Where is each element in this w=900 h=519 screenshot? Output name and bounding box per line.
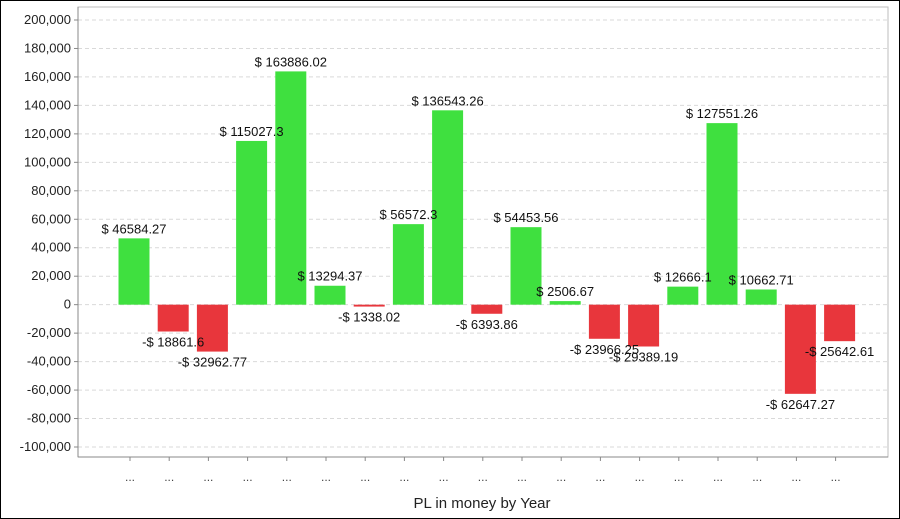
y-axis: 200,000 180,000 160,000 140,000 120,000 100,0…	[20, 7, 79, 457]
gridlines	[77, 6, 889, 458]
x-axis: ........................................…	[78, 456, 888, 484]
x-tick-label: ...	[439, 470, 449, 484]
bar[interactable]	[628, 304, 660, 347]
x-tick-label: ...	[674, 470, 684, 484]
x-tick-label: ...	[203, 470, 213, 484]
data-label: -$ 25642.61	[805, 344, 874, 359]
data-label: -$ 18861.6	[142, 335, 204, 350]
x-tick-label: ...	[360, 470, 370, 484]
bar[interactable]	[510, 227, 542, 305]
x-tick-label: ...	[399, 470, 409, 484]
x-tick-label: ...	[282, 470, 292, 484]
bar[interactable]	[706, 123, 738, 305]
data-labels: $ 46584.27 -$ 18861.6 -$ 32962.77 $ 115027.…	[101, 54, 874, 411]
bars	[118, 71, 856, 394]
y-tick-label: 160,000	[24, 69, 71, 84]
data-label: $ 10662.71	[729, 272, 794, 287]
data-label: -$ 23966.25	[570, 342, 639, 357]
bar[interactable]	[745, 289, 777, 305]
bar[interactable]	[196, 304, 228, 352]
bar[interactable]	[392, 224, 424, 305]
bar[interactable]	[824, 304, 856, 342]
y-tick-label: 180,000	[24, 40, 71, 55]
y-tick-label: -40,000	[27, 354, 71, 369]
bar[interactable]	[588, 304, 620, 339]
y-tick-label: 40,000	[31, 240, 71, 255]
data-label: $ 46584.27	[101, 221, 166, 236]
data-label: -$ 32962.77	[178, 355, 247, 370]
x-tick-label: ...	[635, 470, 645, 484]
y-tick-label: 200,000	[24, 12, 71, 27]
data-label: -$ 29389.19	[609, 349, 678, 364]
y-tick-label: -100,000	[20, 439, 71, 454]
bar[interactable]	[314, 285, 346, 305]
x-tick-label: ...	[752, 470, 762, 484]
bar[interactable]	[784, 304, 816, 394]
y-tick-label: 20,000	[31, 268, 71, 283]
y-tick-label: 0	[64, 297, 71, 312]
bar[interactable]	[471, 304, 503, 314]
data-label: $ 12666.1	[654, 270, 712, 285]
data-label: $ 2506.67	[536, 284, 594, 299]
y-tick-label: -80,000	[27, 411, 71, 426]
x-tick-label: ...	[517, 470, 527, 484]
bar[interactable]	[157, 304, 189, 332]
x-tick-label: ...	[243, 470, 253, 484]
data-label: -$ 6393.86	[456, 317, 518, 332]
data-label: $ 54453.56	[493, 210, 558, 225]
data-label: $ 13294.37	[297, 269, 362, 284]
data-label: -$ 1338.02	[338, 310, 400, 325]
x-tick-label: ...	[321, 470, 331, 484]
data-label: -$ 62647.27	[766, 397, 835, 412]
bar[interactable]	[667, 286, 699, 305]
bar[interactable]	[353, 304, 385, 307]
bar[interactable]	[432, 110, 464, 305]
y-tick-label: -20,000	[27, 325, 71, 340]
data-label: $ 163886.02	[255, 54, 327, 69]
bar[interactable]	[549, 301, 581, 305]
y-tick-label: 120,000	[24, 126, 71, 141]
data-label: $ 136543.26	[411, 93, 483, 108]
data-label: $ 127551.26	[686, 106, 758, 121]
y-tick-label: 80,000	[31, 183, 71, 198]
y-tick-label: 140,000	[24, 97, 71, 112]
x-tick-label: ...	[831, 470, 841, 484]
plot-area	[77, 6, 889, 458]
bar[interactable]	[236, 140, 268, 305]
y-tick-label: 100,000	[24, 154, 71, 169]
x-tick-label: ...	[478, 470, 488, 484]
x-tick-label: ...	[164, 470, 174, 484]
y-tick-label: -60,000	[27, 382, 71, 397]
x-tick-label: ...	[595, 470, 605, 484]
x-tick-label: ...	[713, 470, 723, 484]
bar[interactable]	[275, 71, 307, 305]
x-tick-label: ...	[791, 470, 801, 484]
x-tick-label: ...	[556, 470, 566, 484]
x-axis-label: PL in money by Year	[413, 495, 550, 512]
bar[interactable]	[118, 238, 150, 305]
x-tick-label: ...	[125, 470, 135, 484]
y-tick-label: 60,000	[31, 211, 71, 226]
data-label: $ 115027.3	[220, 124, 284, 139]
data-label: $ 56572.3	[379, 207, 437, 222]
